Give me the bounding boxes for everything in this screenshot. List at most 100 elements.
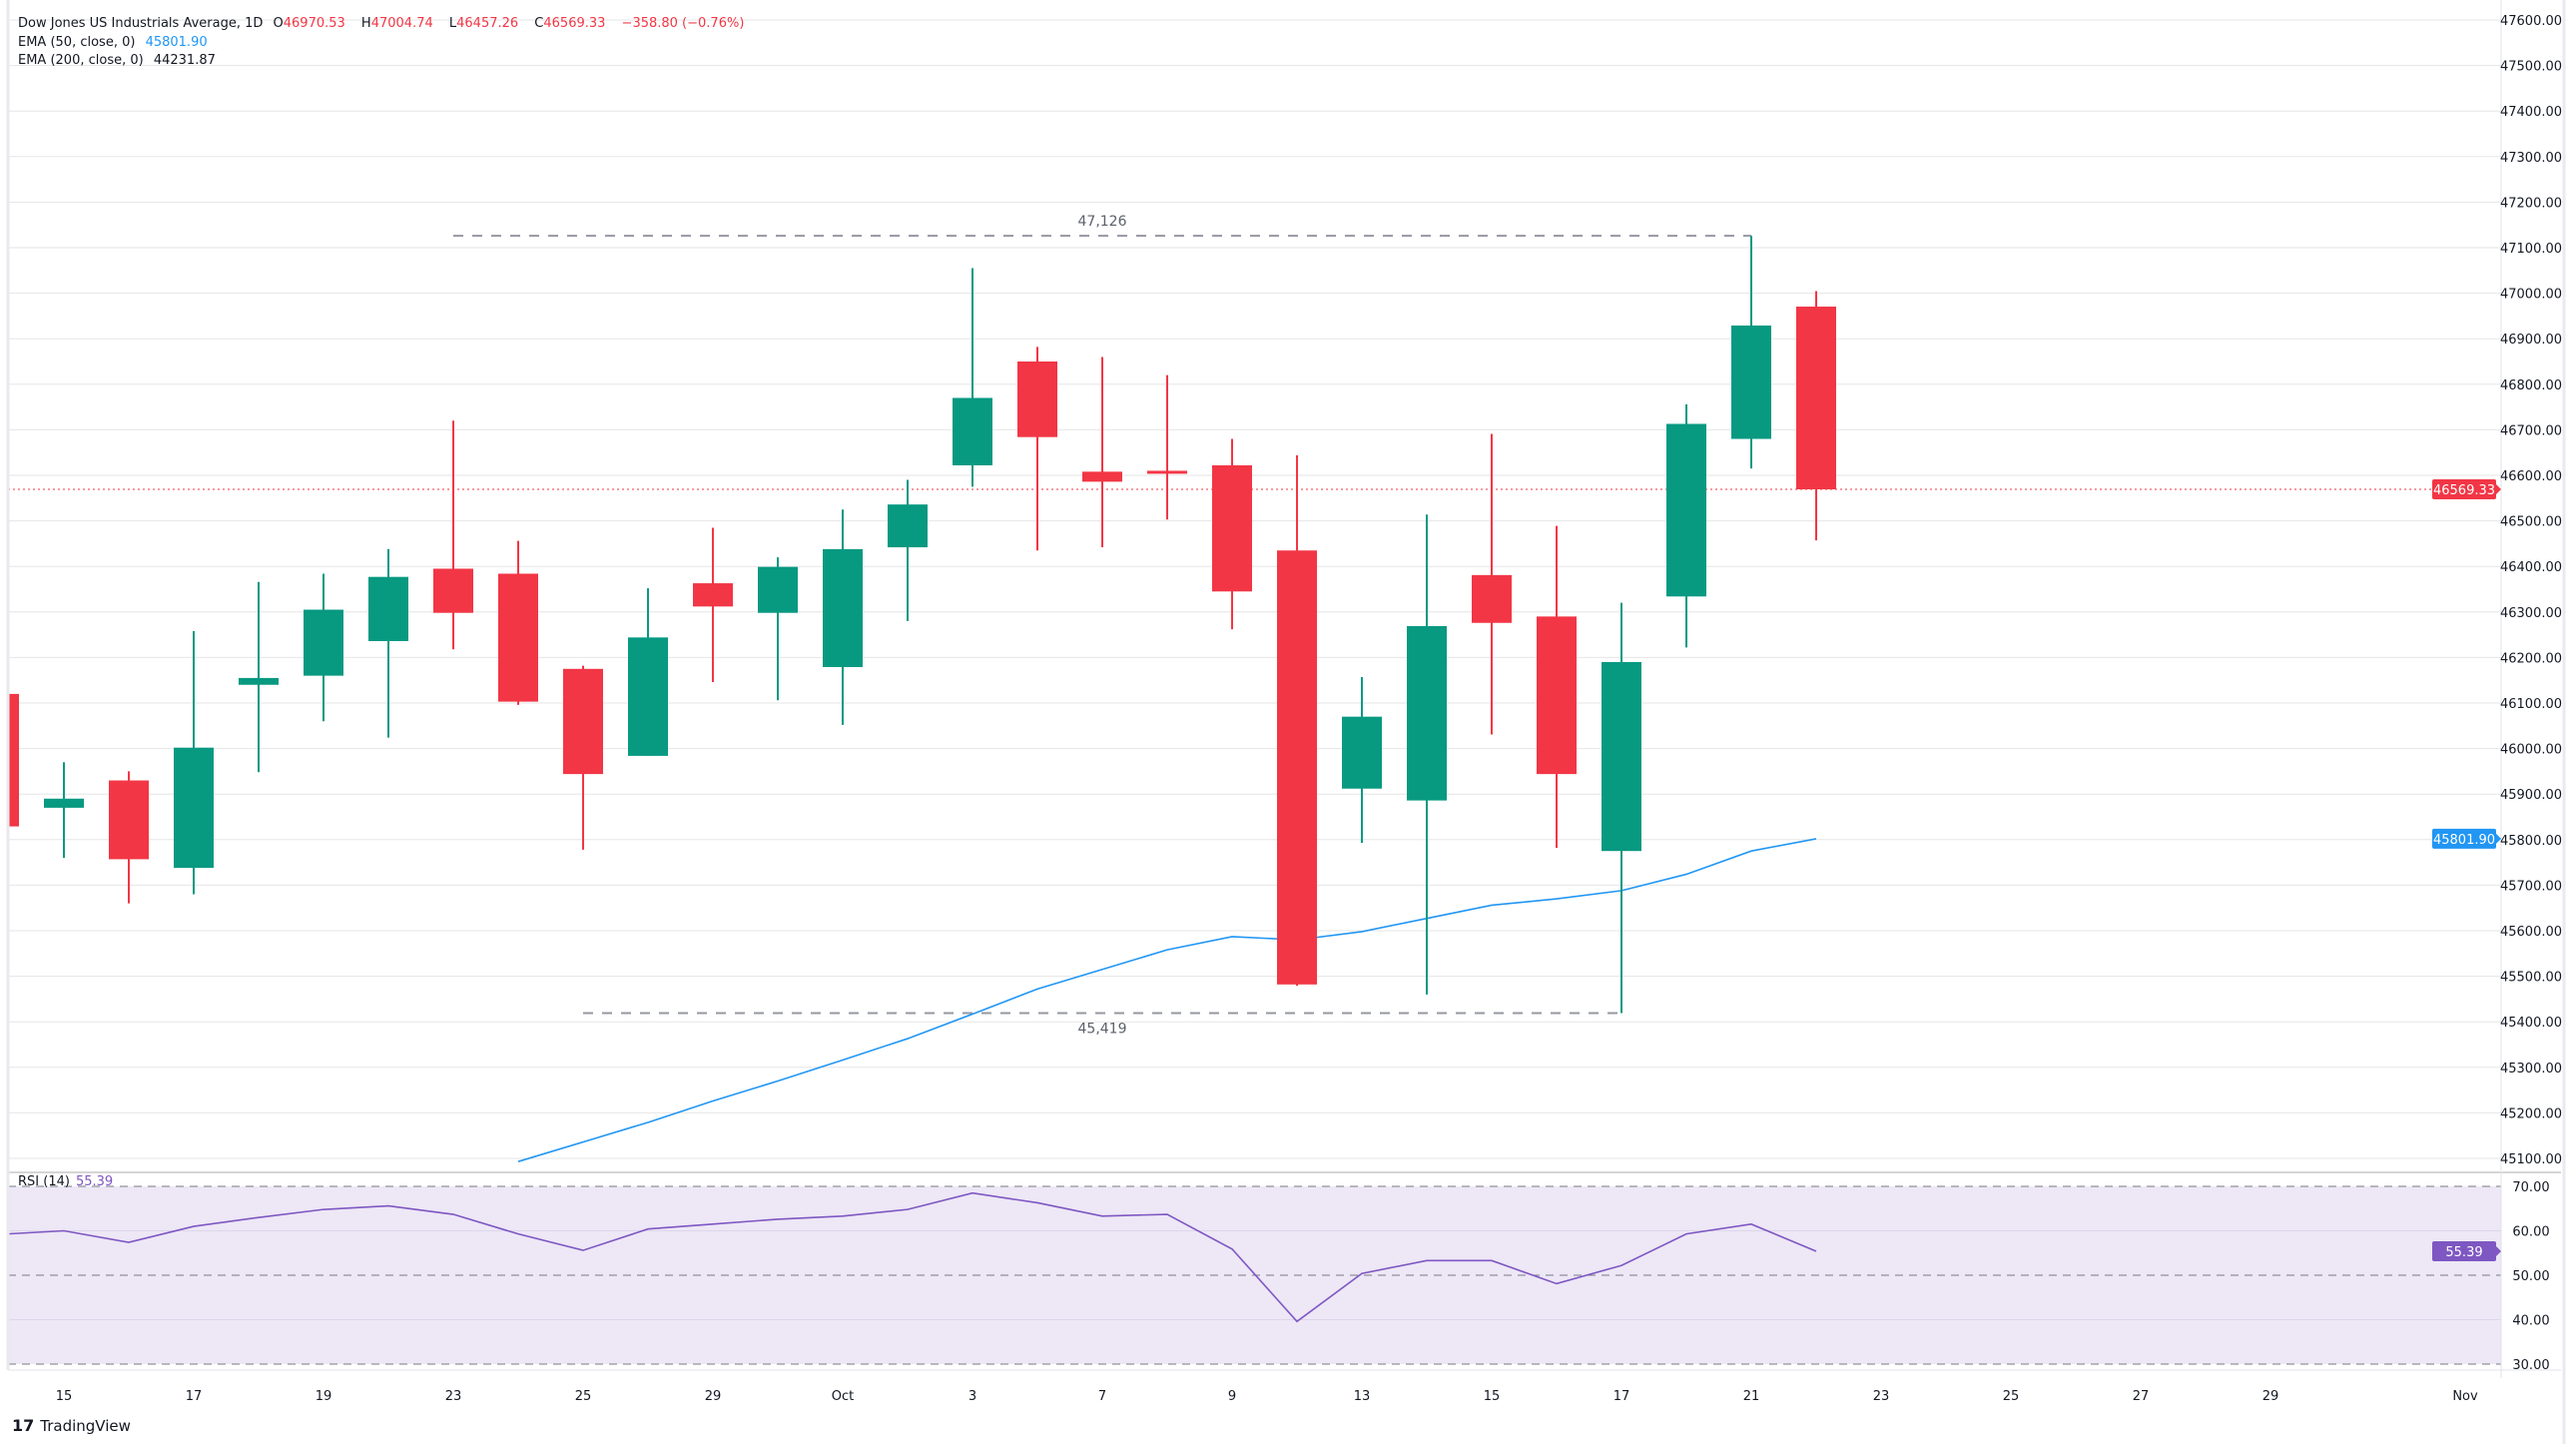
- candle-body: [1407, 625, 1447, 801]
- time-tick-label: 15: [56, 1389, 73, 1404]
- ema200-label: EMA (200, close, 0): [18, 53, 144, 68]
- price-tick-label: 45200.00: [2500, 1106, 2562, 1121]
- candle-body: [1472, 574, 1512, 623]
- time-tick-label: 25: [2003, 1389, 2020, 1404]
- candle: [174, 630, 214, 895]
- open-value: 46970.53: [283, 16, 345, 31]
- tradingview-logo-text: TradingView: [40, 1416, 131, 1435]
- price-tick-label: 47000.00: [2500, 288, 2562, 303]
- ema50-value: 45801.90: [145, 35, 208, 50]
- time-axis[interactable]: 15 17 19 23 25 29 Oct 3 7 9 13 15 17 21 23 25 27 29 Nov: [56, 1389, 2478, 1404]
- ema50-polyline: [517, 838, 1817, 1162]
- time-tick-label: 23: [445, 1389, 462, 1404]
- price-tick-label: 47200.00: [2500, 196, 2562, 211]
- last-price-tag: 46569.33: [2433, 483, 2495, 498]
- level-label: 45,419: [1078, 1022, 1127, 1038]
- rsi-tick-label: 50.00: [2512, 1269, 2549, 1284]
- ema50-price-tag-pointer: [2496, 833, 2501, 844]
- candle-body: [239, 677, 279, 685]
- candle-body: [1796, 307, 1836, 489]
- candle: [1602, 602, 1641, 1014]
- candle-body: [1666, 423, 1706, 597]
- price-tick-label: 45400.00: [2500, 1016, 2562, 1031]
- rsi-label: RSI (14): [18, 1174, 70, 1189]
- tradingview-logo[interactable]: 17 TradingView: [12, 1416, 131, 1435]
- price-tick-label: 45600.00: [2500, 925, 2562, 940]
- time-tick-label: 15: [1484, 1389, 1501, 1404]
- ema200-legend[interactable]: EMA (200, close, 0) 44231.87: [18, 53, 222, 68]
- close-value: 46569.33: [543, 16, 606, 31]
- price-tick-label: 47100.00: [2500, 242, 2562, 257]
- candle-body: [1212, 464, 1252, 592]
- low-value: 46457.26: [456, 16, 519, 31]
- ohlc-high: H47004.74: [361, 16, 439, 31]
- rsi-axis[interactable]: 70.00 60.00 50.00 40.00 30.00: [2512, 1180, 2549, 1373]
- candle-body: [174, 747, 214, 869]
- price-tick-label: 45100.00: [2500, 1152, 2562, 1167]
- price-tick-label: 46700.00: [2500, 423, 2562, 438]
- candle: [8, 693, 19, 827]
- candle: [1342, 677, 1382, 843]
- price-tick-label: 46400.00: [2500, 560, 2562, 575]
- candle-body: [109, 780, 149, 860]
- candle: [1666, 403, 1706, 648]
- candle-body: [563, 668, 603, 775]
- time-tick-label: 3: [968, 1389, 976, 1404]
- rsi-value-tag: 55.39: [2445, 1245, 2482, 1260]
- price-tick-label: 45700.00: [2500, 879, 2562, 894]
- rsi-value-tag-bg: [2432, 1241, 2496, 1262]
- price-axis[interactable]: 47600.00 47500.00 47400.00 47300.00 47200.00…: [2500, 14, 2562, 1167]
- price-tick-label: 46100.00: [2500, 697, 2562, 712]
- rsi-line: [7, 1191, 1817, 1323]
- candle-body: [1731, 325, 1771, 439]
- price-tick-label: 47500.00: [2500, 60, 2562, 75]
- rsi-tick-label: 40.00: [2512, 1314, 2549, 1329]
- ema200-value: 44231.87: [153, 53, 216, 68]
- price-tick-label: 45300.00: [2500, 1062, 2562, 1077]
- candle-body: [1147, 470, 1187, 474]
- rsi-value: 55.39: [75, 1174, 114, 1189]
- candle-body: [1277, 550, 1317, 985]
- candle-body: [1082, 471, 1122, 482]
- ema50-price-tag-bg: [2432, 828, 2496, 849]
- candle: [1731, 236, 1771, 469]
- level-label: 47,126: [1078, 214, 1127, 230]
- candle: [1212, 438, 1252, 630]
- candle-body: [1602, 661, 1641, 852]
- price-tick-label: 45900.00: [2500, 788, 2562, 803]
- symbol-legend[interactable]: Dow Jones US Industrials Average, 1D O46…: [18, 16, 750, 31]
- price-tick-label: 47400.00: [2500, 105, 2562, 120]
- candle-body: [693, 583, 733, 607]
- rsi-legend[interactable]: RSI (14) 55.39: [18, 1174, 113, 1189]
- price-tick-label: 47300.00: [2500, 151, 2562, 166]
- candle: [498, 540, 538, 705]
- candle: [953, 268, 992, 487]
- price-tags: 46569.33 45801.90 55.39: [2432, 478, 2501, 1262]
- last-price-tag-bg: [2432, 478, 2496, 499]
- candle: [368, 548, 408, 738]
- rsi-value-tag-pointer: [2496, 1246, 2501, 1257]
- rsi-polyline: [7, 1191, 1817, 1323]
- high-value: 47004.74: [370, 16, 433, 31]
- symbol-title: Dow Jones US Industrials Average, 1D: [18, 16, 264, 31]
- price-tick-label: 45800.00: [2500, 834, 2562, 849]
- candle-body: [304, 609, 343, 676]
- time-tick-label: 29: [705, 1389, 722, 1404]
- candles: [8, 236, 1836, 1014]
- price-tick-label: 46600.00: [2500, 469, 2562, 484]
- price-tick-label: 46200.00: [2500, 651, 2562, 666]
- candle-body: [628, 637, 668, 756]
- candle: [1407, 514, 1447, 995]
- candle-body: [888, 504, 928, 548]
- candle: [563, 665, 603, 850]
- close-label: C: [534, 16, 544, 31]
- rsi-tick-label: 30.00: [2512, 1358, 2549, 1373]
- candle: [1082, 357, 1122, 548]
- ema50-price-tag: 45801.90: [2433, 833, 2495, 848]
- ema50-legend[interactable]: EMA (50, close, 0) 45801.90: [18, 35, 214, 50]
- ema50-label: EMA (50, close, 0): [18, 35, 136, 50]
- candle: [758, 557, 798, 701]
- candle: [628, 588, 668, 756]
- price-tick-label: 45500.00: [2500, 971, 2562, 986]
